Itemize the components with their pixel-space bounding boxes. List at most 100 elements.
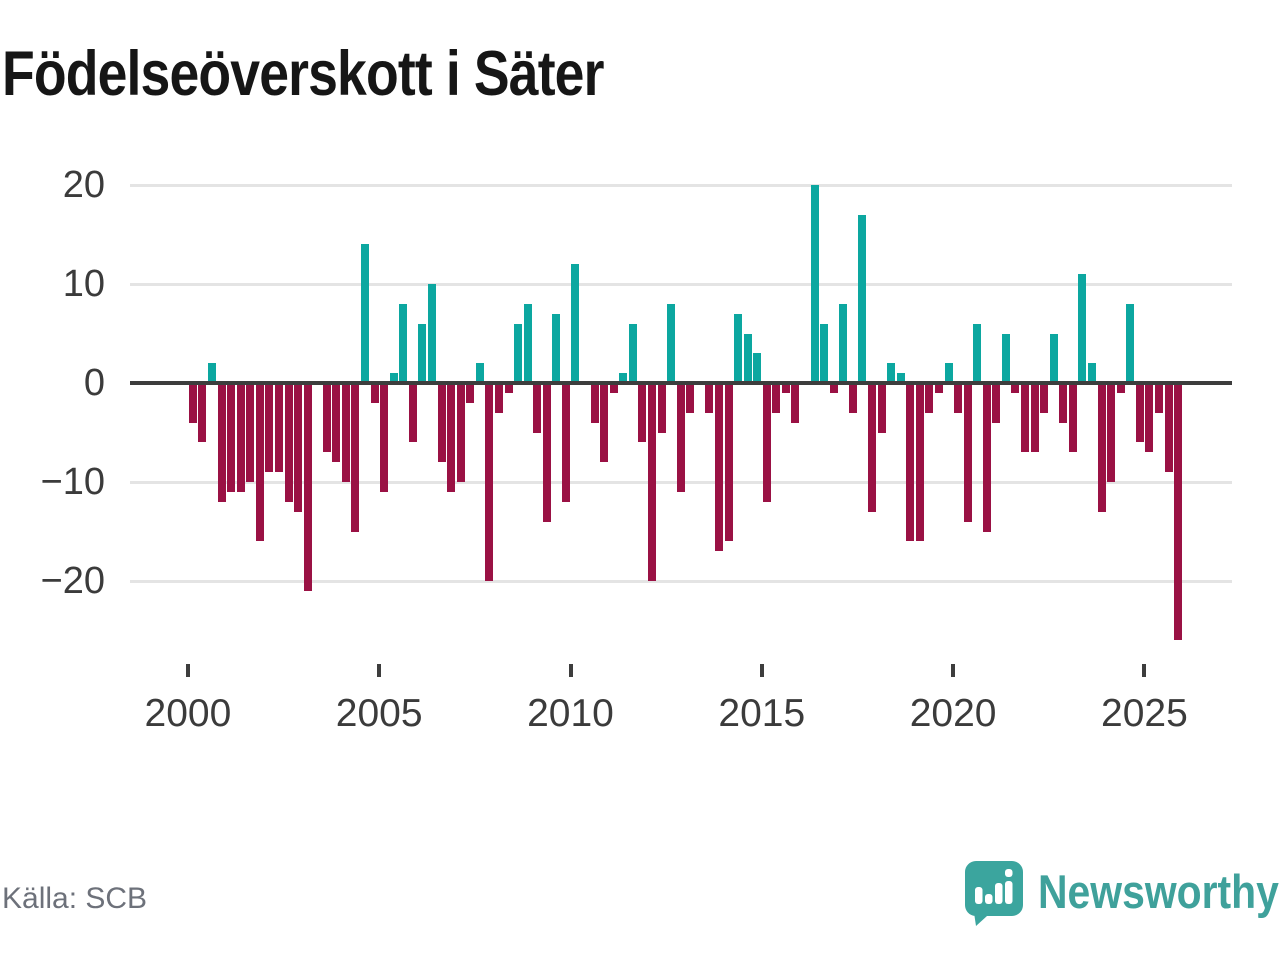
chart-bar bbox=[246, 383, 255, 482]
chart-bar bbox=[753, 353, 762, 383]
chart-bar bbox=[1059, 383, 1068, 423]
chart-bar bbox=[820, 323, 829, 383]
chart-bar bbox=[265, 383, 274, 473]
chart-bar bbox=[332, 383, 341, 463]
chart-bar bbox=[1011, 383, 1020, 393]
chart-bar bbox=[322, 383, 331, 453]
chart-bar bbox=[428, 284, 436, 383]
x-tick-mark bbox=[951, 664, 956, 677]
source-note: Källa: SCB bbox=[2, 882, 148, 915]
y-tick-label: 20 bbox=[62, 164, 105, 206]
chart-bar bbox=[418, 323, 427, 383]
chart-bar bbox=[705, 383, 714, 413]
chart-bar bbox=[686, 383, 695, 413]
y-tick-label: 10 bbox=[62, 263, 105, 305]
x-tick-label: 2020 bbox=[909, 692, 997, 735]
x-tick-mark bbox=[568, 664, 573, 677]
chart-bar bbox=[867, 383, 876, 512]
chart-bar bbox=[236, 383, 245, 492]
chart-bar bbox=[255, 383, 264, 542]
chart-bar bbox=[676, 383, 685, 492]
chart-bar bbox=[303, 383, 312, 591]
chart-bar bbox=[810, 185, 819, 383]
x-tick-label: 2015 bbox=[718, 692, 806, 735]
chart-bar bbox=[638, 383, 647, 443]
chart-bar bbox=[877, 383, 886, 433]
chart-bar bbox=[370, 383, 379, 403]
chart-bar bbox=[447, 383, 456, 492]
chart-bar bbox=[399, 303, 408, 383]
chart-bar bbox=[504, 383, 513, 393]
x-tick-label: 2010 bbox=[527, 692, 614, 735]
chart-bar bbox=[925, 383, 934, 413]
chart-bar bbox=[934, 383, 943, 393]
chart-bar bbox=[915, 383, 924, 542]
y-tick-label: −10 bbox=[40, 461, 105, 503]
x-tick-label: 2025 bbox=[1101, 692, 1188, 735]
chart-bar bbox=[839, 303, 848, 383]
chart-bar bbox=[734, 313, 743, 383]
chart-bar bbox=[389, 373, 398, 383]
chart-bar bbox=[466, 383, 475, 403]
chart-bar bbox=[284, 383, 293, 502]
chart-bar bbox=[772, 383, 781, 413]
chart-bar bbox=[829, 383, 838, 393]
x-tick-mark bbox=[759, 664, 764, 677]
chart-bar bbox=[552, 313, 561, 383]
chart-bar bbox=[227, 383, 236, 492]
chart-bar bbox=[485, 383, 494, 581]
gridline bbox=[130, 183, 1232, 187]
chart-bar bbox=[208, 363, 216, 383]
chart-bar bbox=[274, 383, 283, 473]
chart-bar bbox=[361, 244, 370, 383]
chart-bar bbox=[944, 363, 953, 383]
chart-bar bbox=[475, 363, 484, 383]
chart-bar bbox=[628, 323, 637, 383]
chart-bar bbox=[743, 333, 752, 383]
chart-bar bbox=[1030, 383, 1039, 453]
x-tick-mark bbox=[1142, 664, 1147, 677]
chart-bar bbox=[657, 383, 666, 433]
chart-bar bbox=[667, 303, 676, 383]
chart-bar bbox=[1107, 383, 1116, 482]
chart-bar bbox=[533, 383, 542, 433]
chart-bar bbox=[456, 383, 465, 482]
chart-bar bbox=[1078, 274, 1087, 383]
chart-bar bbox=[408, 383, 417, 443]
chart-bar bbox=[217, 383, 226, 502]
chart-bar bbox=[609, 383, 618, 393]
page-title: Födelseöverskott i Säter bbox=[2, 39, 604, 109]
chart-bar bbox=[1049, 333, 1058, 383]
chart-bar bbox=[762, 383, 771, 502]
x-tick-mark bbox=[377, 664, 382, 677]
chart-bar bbox=[1097, 383, 1106, 512]
chart-bar bbox=[714, 383, 723, 552]
chart-bar bbox=[1154, 383, 1163, 413]
zero-axis-line bbox=[130, 381, 1232, 385]
chart-bar bbox=[341, 383, 350, 482]
chart-bar bbox=[887, 363, 896, 383]
chart-bar bbox=[294, 383, 303, 512]
x-tick-mark bbox=[185, 664, 190, 677]
chart-bar bbox=[1040, 383, 1049, 413]
chart-bar bbox=[1116, 383, 1125, 393]
chart-bar bbox=[1087, 363, 1096, 383]
chart-bar bbox=[1145, 383, 1154, 453]
chart-bar bbox=[1001, 333, 1010, 383]
chart-bar bbox=[542, 383, 551, 522]
chart-bar bbox=[590, 383, 599, 423]
chart-bar bbox=[494, 383, 503, 413]
chart-bar bbox=[198, 383, 207, 443]
newsworthy-brand: Newsworthy bbox=[960, 856, 1280, 926]
chart-bar bbox=[982, 383, 991, 532]
chart-bar bbox=[791, 383, 800, 423]
chart-bar bbox=[906, 383, 915, 542]
x-tick-label: 2005 bbox=[335, 692, 423, 735]
chart-bar bbox=[561, 383, 570, 502]
chart-bar bbox=[351, 383, 360, 532]
chart-bar bbox=[781, 383, 790, 393]
chart-bar bbox=[571, 264, 580, 383]
y-tick-label: −20 bbox=[40, 560, 105, 602]
chart-bar bbox=[1068, 383, 1077, 453]
